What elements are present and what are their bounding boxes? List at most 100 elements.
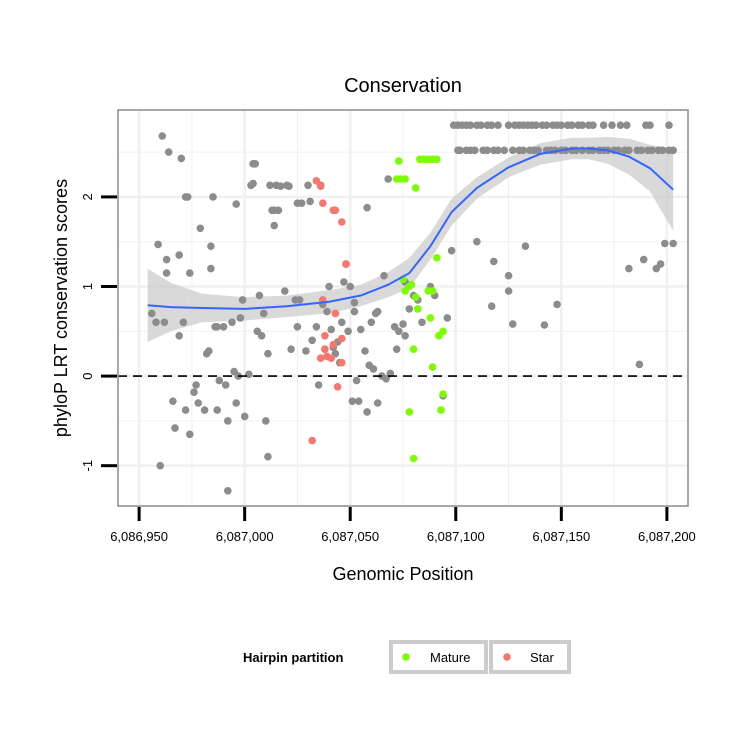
point-background [327, 325, 336, 334]
y-tick-label: 1 [80, 283, 95, 290]
point-star [331, 309, 340, 318]
point-background [240, 412, 249, 421]
point-background [346, 282, 355, 291]
point-background [348, 397, 357, 406]
point-mature [439, 390, 447, 398]
point-background [373, 307, 382, 316]
point-background [152, 318, 160, 327]
point-background [196, 224, 205, 233]
x-axis-title: Genomic Position [332, 564, 473, 584]
point-background [669, 146, 677, 155]
point-background [323, 307, 331, 316]
point-star [338, 334, 346, 343]
x-tick-label: 6,087,050 [321, 529, 379, 544]
point-background [487, 302, 496, 311]
point-background [340, 278, 348, 286]
x-axis: 6,086,950 6,087,000 6,087,050 6,087,100 6,08… [110, 507, 696, 544]
point-mature [405, 408, 414, 416]
point-mature [407, 280, 416, 289]
point-background [251, 160, 259, 168]
point-background [154, 240, 162, 249]
point-background [625, 264, 633, 273]
point-background [350, 298, 359, 307]
point-mature [414, 305, 422, 313]
point-background [186, 269, 194, 277]
point-background [164, 148, 173, 156]
point-star [319, 199, 327, 207]
point-background [361, 347, 369, 355]
point-background [504, 287, 513, 295]
point-background [175, 251, 183, 259]
confidence-ribbon-layer [147, 136, 674, 342]
point-background [623, 121, 631, 129]
point-background [542, 121, 551, 129]
point-background [447, 246, 456, 255]
point-background [249, 179, 257, 188]
point-background [312, 323, 321, 331]
point-background [363, 203, 371, 212]
point-background [665, 121, 673, 129]
point-background [171, 424, 179, 432]
point-background [405, 305, 414, 313]
point-background [354, 397, 363, 406]
point-background [325, 282, 333, 291]
point-background [635, 360, 644, 369]
point-mature [426, 314, 435, 322]
point-background [207, 242, 215, 250]
x-tick-label: 6,087,000 [216, 529, 274, 544]
point-background [509, 146, 517, 155]
point-star [321, 332, 329, 340]
point-mature [411, 293, 420, 302]
point-background [530, 146, 538, 155]
point-background [293, 323, 302, 331]
point-background [557, 121, 566, 129]
point-background [264, 452, 272, 461]
legend-label-mature: Mature [430, 650, 470, 665]
y-tick-label: -1 [80, 460, 95, 472]
point-background [504, 121, 513, 129]
point-background [162, 269, 171, 277]
point-background [363, 408, 371, 416]
point-background [382, 375, 390, 383]
point-mature [401, 175, 409, 183]
point-background [276, 182, 285, 190]
point-star [321, 345, 329, 354]
point-background [504, 271, 513, 280]
point-star [342, 260, 350, 268]
point-background [281, 287, 289, 295]
point-background [466, 121, 475, 129]
point-background [194, 399, 202, 407]
point-background [148, 309, 156, 318]
point-background [669, 239, 677, 248]
point-background [160, 318, 169, 327]
point-background [648, 146, 656, 155]
point-background [186, 430, 194, 439]
x-tick-label: 6,087,150 [532, 529, 590, 544]
point-background [418, 318, 426, 327]
x-tick-label: 6,086,950 [110, 529, 168, 544]
point-background [392, 345, 401, 354]
smooth-fit-line [147, 147, 674, 310]
legend-label-star: Star [530, 650, 555, 665]
point-background [352, 376, 361, 385]
point-background [399, 320, 407, 328]
point-star [316, 182, 325, 190]
point-background [658, 146, 667, 155]
point-background [297, 199, 306, 207]
point-background [494, 121, 502, 129]
point-background [608, 121, 616, 129]
point-mature [395, 157, 403, 165]
point-background [637, 146, 646, 155]
point-background [302, 347, 310, 355]
point-mature [439, 327, 447, 336]
point-background [228, 318, 236, 327]
point-mature [411, 184, 420, 192]
y-tick-label: 2 [80, 193, 95, 200]
point-background [401, 332, 409, 340]
point-background [192, 381, 200, 389]
point-star [316, 354, 325, 363]
point-background [490, 257, 498, 266]
point-background [519, 146, 528, 155]
point-background [215, 376, 224, 385]
point-star [338, 358, 346, 367]
